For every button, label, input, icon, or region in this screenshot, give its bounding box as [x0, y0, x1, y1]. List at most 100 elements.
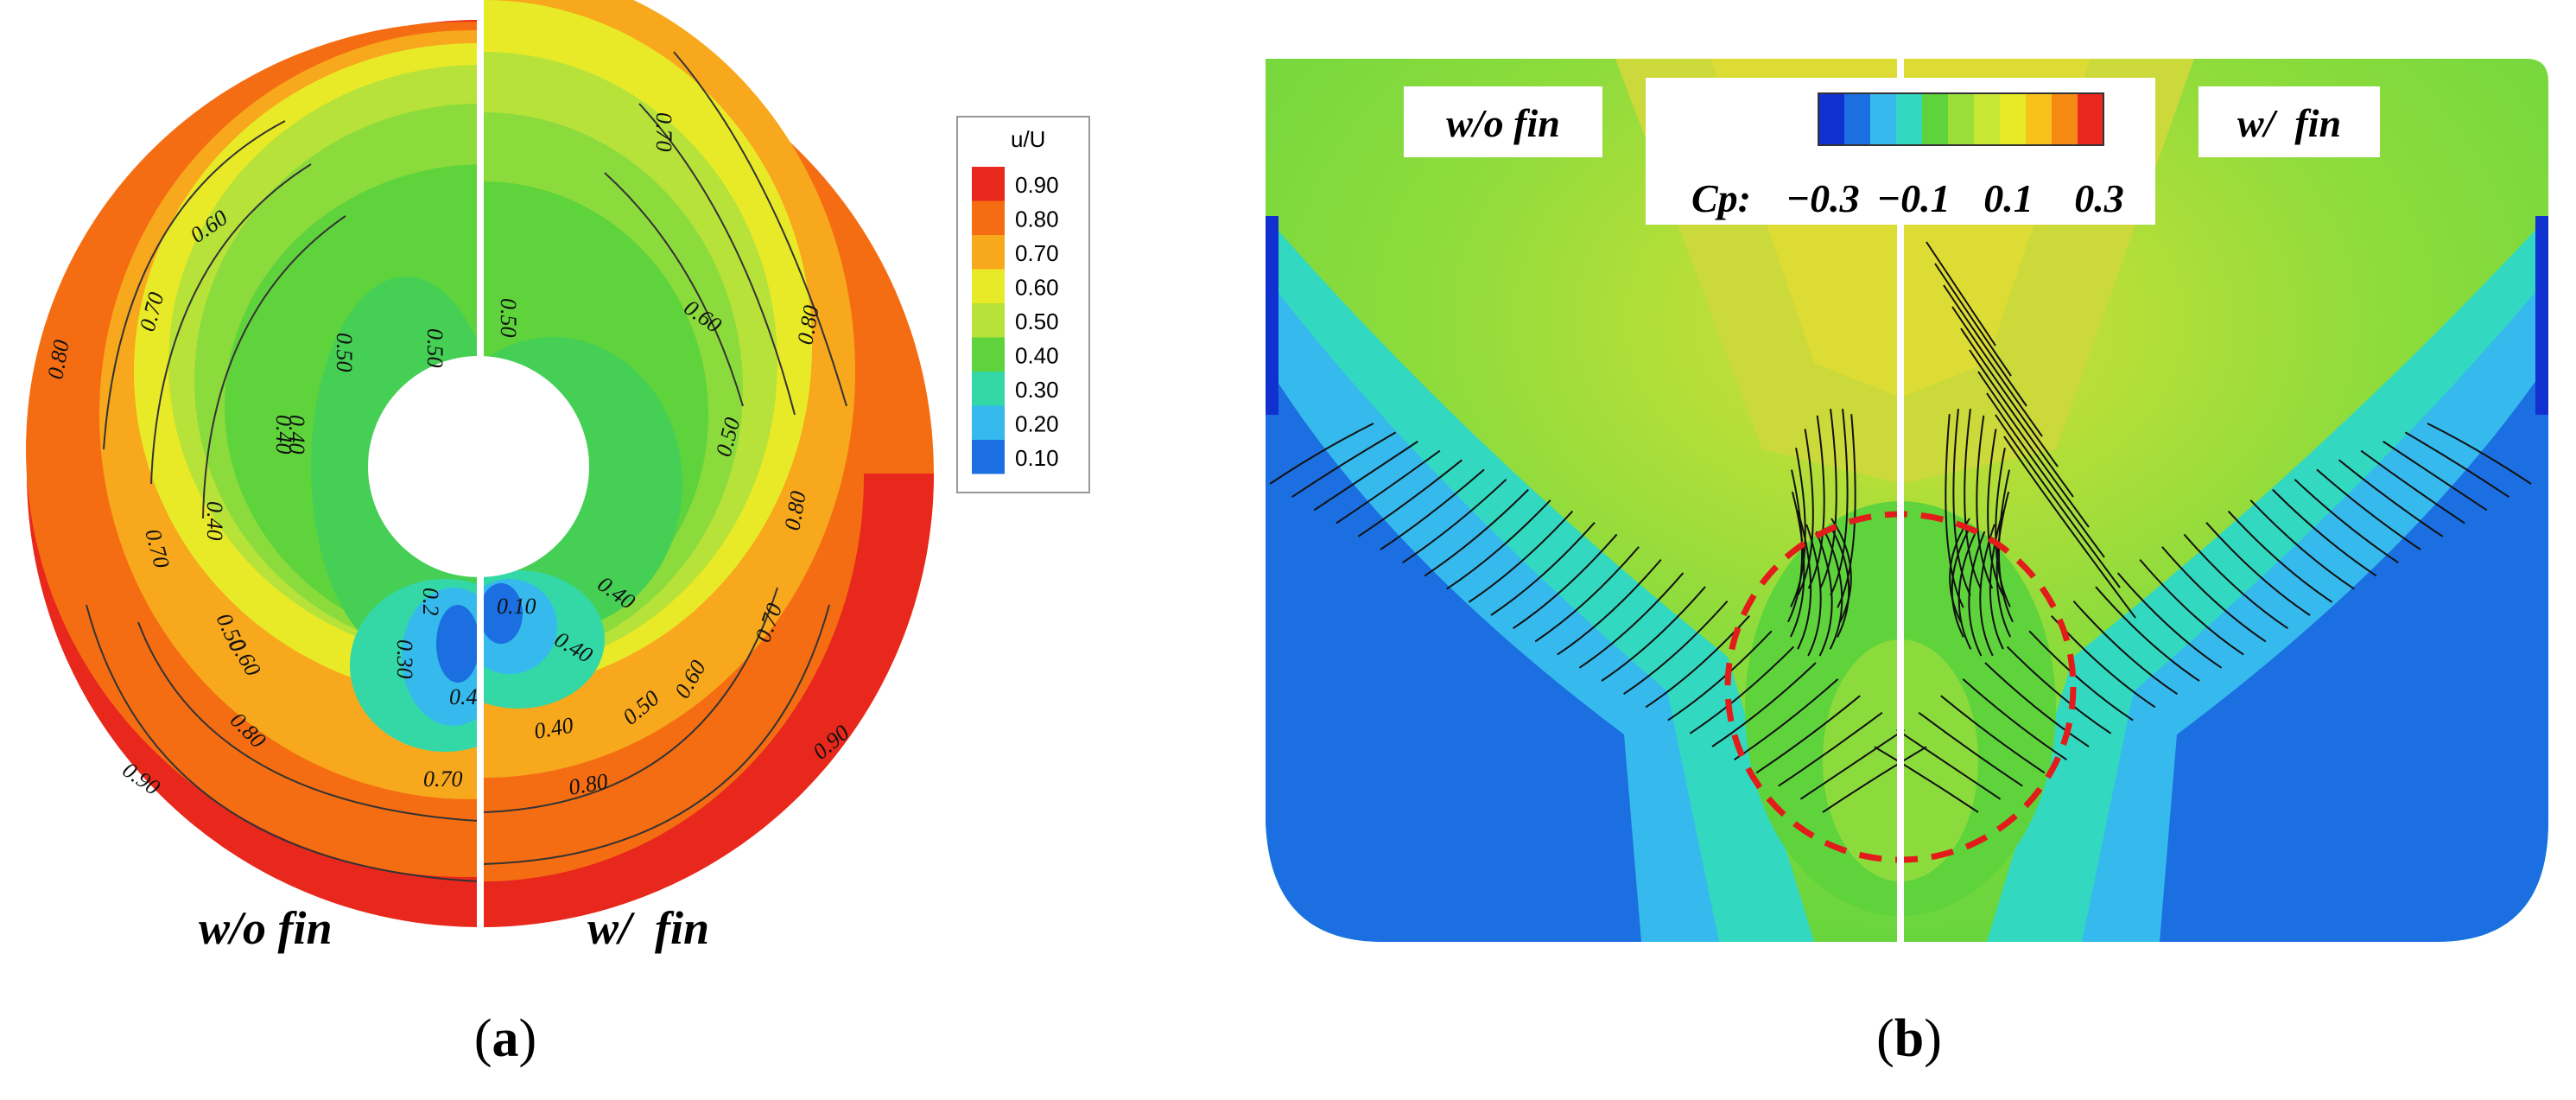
- center-divider-b: [1897, 48, 1904, 951]
- streamline: [2116, 572, 2223, 669]
- streamline: [2249, 499, 2355, 590]
- svg-text:w/o fin: w/o fin: [1446, 101, 1560, 145]
- colorbar-swatch: [1818, 93, 1845, 145]
- legend-swatch: [972, 405, 1005, 440]
- colorbar-swatch: [2052, 93, 2078, 145]
- streamline: [1578, 572, 1685, 669]
- colorbar-tick: 0.1: [1983, 176, 2034, 220]
- contour-label: 0.50: [422, 328, 447, 368]
- velocity-legend: u/U 0.90 0.80 0.70 0.60 0.50 0.40 0.30 0.20 0.10: [956, 116, 1090, 493]
- streamline: [1468, 510, 1574, 603]
- streamline: [1951, 525, 1971, 638]
- streamline: [1778, 711, 1883, 787]
- streamline: [1969, 349, 2074, 498]
- streamline: [1995, 491, 2012, 638]
- streamline: [1336, 449, 1441, 525]
- streamline: [1934, 263, 2012, 377]
- colorbar-swatch: [1896, 93, 1923, 145]
- wake-contour-right-half: [484, 0, 934, 927]
- streamline: [2028, 630, 2134, 722]
- colorbar-tick: −0.1: [1876, 176, 1950, 220]
- legend-level: 0.10: [1015, 445, 1059, 471]
- streamline: [1837, 414, 1856, 608]
- streamline: [1945, 414, 1964, 608]
- legend-level: 0.20: [1015, 411, 1059, 437]
- legend-title: u/U: [1011, 126, 1045, 152]
- streamline: [1689, 645, 1795, 734]
- streamline: [1380, 468, 1485, 550]
- legend-level: 0.60: [1015, 275, 1059, 301]
- streamline: [1291, 431, 1397, 499]
- streamline: [1964, 409, 1982, 589]
- legend-swatch: [972, 235, 1005, 270]
- caption-without-fin-b: w/o fin: [1404, 86, 1602, 157]
- streamline: [1962, 678, 2067, 761]
- streamline: [1957, 531, 1977, 650]
- colorbar-swatch: [2078, 93, 2104, 145]
- legend-level: 0.30: [1015, 377, 1059, 403]
- streamline: [1601, 586, 1706, 682]
- streamline: [1830, 408, 1849, 596]
- wake-contour-plot: 0.60 0.80 0.70 0.50 0.50 0.40 0.40 0.40 …: [26, 0, 934, 954]
- streamline: [1968, 531, 1986, 657]
- svg-text:w/ fin: w/ fin: [2237, 101, 2341, 145]
- streamline: [1874, 746, 1979, 813]
- panel-label-b: (b): [1876, 1009, 1942, 1068]
- streamline: [1623, 600, 1729, 696]
- contour-label: 0.50: [332, 333, 357, 372]
- streamline: [1787, 469, 1803, 623]
- streamline: [1711, 662, 1817, 747]
- colorbar-swatch: [1844, 93, 1871, 145]
- streamline: [1513, 533, 1618, 630]
- streamline: [1830, 525, 1850, 638]
- streamline: [1534, 546, 1640, 643]
- streamline: [2382, 441, 2488, 512]
- streamline: [1667, 630, 1773, 722]
- streamline: [1949, 518, 1970, 623]
- panel-label-a: (a): [474, 1009, 536, 1068]
- streamline: [1822, 746, 1927, 813]
- colorbar-swatch: [2026, 93, 2053, 145]
- streamline: [1799, 728, 1905, 800]
- streamline: [1402, 479, 1507, 564]
- legend-level: 0.90: [1015, 172, 1059, 198]
- legend-swatch: [972, 440, 1005, 474]
- streamline: [1790, 448, 1806, 607]
- contour-label: 0.4: [449, 684, 478, 709]
- streamline: [1824, 531, 1843, 650]
- legend-swatch: [972, 372, 1005, 406]
- streamline: [1490, 522, 1596, 616]
- colorbar-swatch: [1870, 93, 1897, 145]
- streamline: [1943, 284, 2027, 407]
- streamline: [2227, 510, 2333, 603]
- streamline: [1951, 306, 2043, 437]
- legend-swatch: [972, 167, 1005, 201]
- streamline: [2404, 431, 2509, 499]
- streamline: [1357, 459, 1463, 537]
- streamline: [1998, 469, 2014, 623]
- center-divider-a: [477, 17, 483, 933]
- streamline: [1987, 429, 2004, 595]
- streamline: [2072, 600, 2178, 696]
- colorbar-swatch: [1974, 93, 2001, 145]
- streamline: [1755, 695, 1861, 774]
- streamline: [2003, 436, 2136, 619]
- contour-label: 0.2: [418, 588, 443, 616]
- streamline: [1986, 392, 2105, 558]
- streamline: [1976, 415, 1994, 589]
- colorbar-swatch: [2000, 93, 2027, 145]
- streamline: [1815, 531, 1833, 657]
- streamline: [1940, 695, 2046, 774]
- contour-label: 0.70: [651, 112, 676, 152]
- contour-label: 0.10: [497, 594, 536, 619]
- streamline: [2360, 449, 2465, 525]
- streamline: [1819, 409, 1837, 589]
- streamline: [1797, 510, 1812, 650]
- streamline: [2095, 586, 2200, 682]
- streamline: [2006, 645, 2112, 734]
- colorbar-tick: −0.3: [1786, 176, 1859, 220]
- contour-label: 0.30: [392, 639, 417, 679]
- streamline: [1269, 423, 1374, 485]
- colorbar-swatch: [1922, 93, 1949, 145]
